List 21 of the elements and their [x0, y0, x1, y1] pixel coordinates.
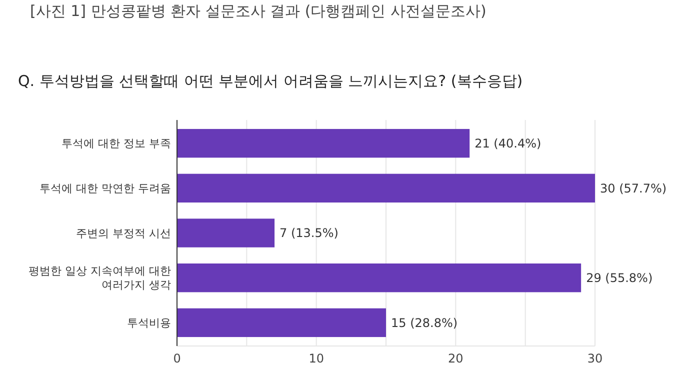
x-tick-label: 30 [587, 352, 603, 366]
bar [177, 174, 595, 203]
chart-subtitle: Q. 투석방법을 선택할때 어떤 부분에서 어려움을 느끼시는지요? (복수응답) [18, 72, 523, 90]
chart-title: [사진 1] 만성콩팥병 환자 설문조사 결과 (다행캠페인 사전설문조사) [30, 2, 486, 20]
y-tick-label: 평범한 일상 지속여부에 대한 여러가지 생각 [28, 264, 171, 292]
data-label: 29 (55.8%) [586, 271, 653, 286]
y-tick-label: 주변의 부정적 시선 [76, 226, 171, 240]
data-label: 21 (40.4%) [474, 136, 542, 151]
data-label: 7 (13.5%) [280, 226, 338, 240]
x-tick-label: 10 [308, 352, 324, 366]
x-tick-label: 20 [448, 352, 464, 366]
y-tick-label: 투석에 대한 정보 부족 [62, 137, 171, 150]
y-tick-label: 투석에 대한 막연한 두려움 [40, 182, 171, 196]
x-tick-label: 0 [173, 352, 181, 366]
bar [177, 218, 275, 248]
y-tick-label: 투석비용 [127, 316, 171, 330]
bar [177, 263, 582, 292]
data-label: 30 (57.7%) [600, 181, 667, 196]
bar [177, 128, 470, 158]
bar [177, 308, 386, 338]
data-label: 15 (28.8%) [391, 316, 458, 330]
